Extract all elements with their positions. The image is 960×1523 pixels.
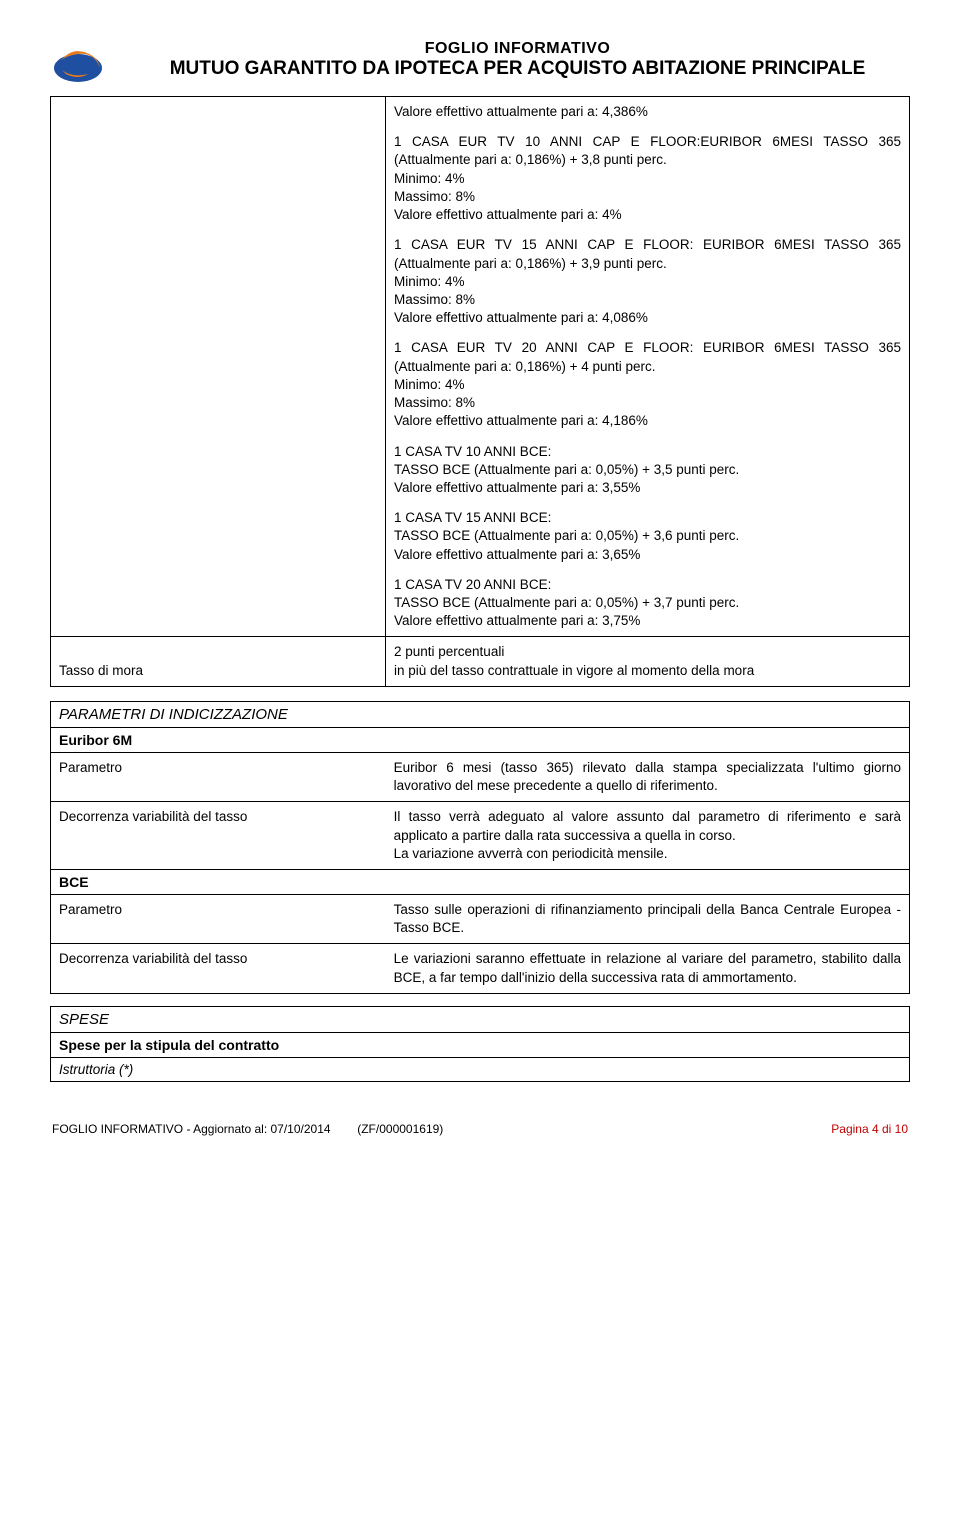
footer-left: FOGLIO INFORMATIVO - Aggiornato al: 07/1… [52,1122,331,1136]
param-value: Euribor 6 mesi (tasso 365) rilevato dall… [386,753,909,802]
bce-table: ParametroTasso sulle operazioni di rifin… [51,895,909,993]
param-section-title: PARAMETRI DI INDICIZZAZIONE [51,702,909,728]
mora-label: Tasso di mora [51,637,386,686]
bce-heading: BCE [51,869,909,895]
rates-content: Valore effettivo attualmente pari a: 4,3… [386,97,910,637]
param-value: Le variazioni saranno effettuate in rela… [386,944,909,993]
logo [50,44,110,86]
header-subtitle: FOGLIO INFORMATIVO [125,40,910,58]
document-header: FOGLIO INFORMATIVO MUTUO GARANTITO DA IP… [50,40,910,86]
main-rates-table: Valore effettivo attualmente pari a: 4,3… [50,96,910,687]
param-value: Tasso sulle operazioni di rifinanziament… [386,895,909,944]
param-label: Parametro [51,895,386,944]
euribor-heading: Euribor 6M [51,728,909,753]
mora-line1: 2 punti percentuali [394,644,504,659]
param-label: Decorrenza variabilità del tasso [51,802,386,869]
spese-title: SPESE [51,1007,909,1033]
header-title: MUTUO GARANTITO DA IPOTECA PER ACQUISTO … [125,58,910,81]
mora-line2: in più del tasso contrattuale in vigore … [394,663,754,678]
spese-subtitle: Spese per la stipula del contratto [51,1033,909,1058]
param-label: Decorrenza variabilità del tasso [51,944,386,993]
euribor-table: ParametroEuribor 6 mesi (tasso 365) rile… [51,753,909,869]
footer-mid: (ZF/000001619) [357,1122,443,1136]
footer-page-num: Pagina 4 di 10 [831,1122,908,1136]
mora-value: 2 punti percentuali in più del tasso con… [386,637,910,686]
param-value: Il tasso verrà adeguato al valore assunt… [386,802,909,869]
param-label: Parametro [51,753,386,802]
param-section: PARAMETRI DI INDICIZZAZIONE Euribor 6M P… [50,701,910,994]
spese-row: Istruttoria (*) [51,1058,909,1081]
page-footer: FOGLIO INFORMATIVO - Aggiornato al: 07/1… [50,1122,910,1136]
spese-section: SPESE Spese per la stipula del contratto… [50,1006,910,1082]
